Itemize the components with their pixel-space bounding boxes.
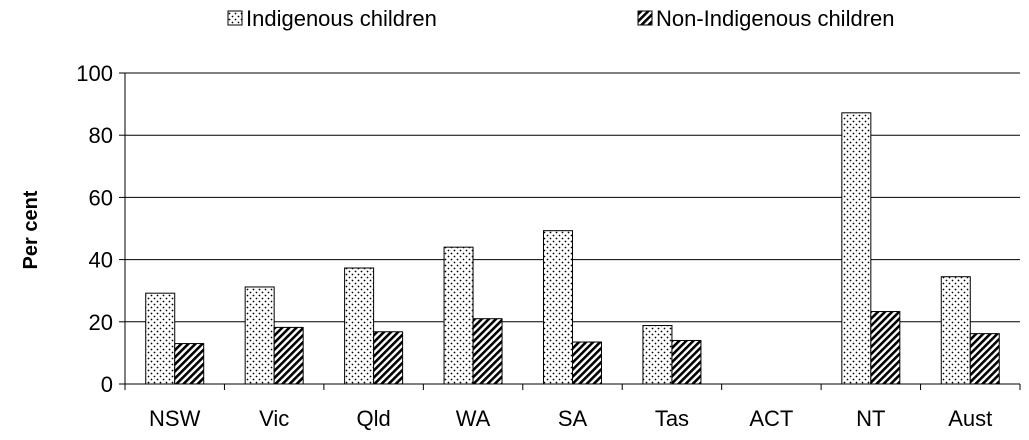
- bar-non-indigenous: [473, 319, 502, 384]
- bar-non-indigenous: [274, 327, 303, 384]
- legend-swatch-non-indigenous: [638, 11, 652, 25]
- x-tick-label: SA: [558, 406, 588, 431]
- bar-indigenous: [345, 268, 374, 384]
- x-tick-label: Qld: [356, 406, 390, 431]
- y-tick-label: 100: [76, 61, 113, 86]
- x-tick-label: NT: [856, 406, 885, 431]
- bar-non-indigenous: [970, 334, 999, 384]
- y-tick-label: 60: [89, 185, 113, 210]
- y-axis-ticks: 0 20 40 60 80 100: [76, 61, 125, 397]
- x-tick-label: Tas: [655, 406, 689, 431]
- legend-swatch-indigenous: [228, 11, 242, 25]
- y-axis-title: Per cent: [20, 190, 42, 269]
- y-tick-label: 80: [89, 123, 113, 148]
- x-axis-ticks: NSW Vic Qld WA SA Tas ACT NT Aust: [125, 384, 1020, 431]
- y-tick-label: 0: [101, 372, 113, 397]
- bar-indigenous: [643, 326, 672, 384]
- bar-indigenous: [941, 277, 970, 384]
- x-tick-label: WA: [456, 406, 491, 431]
- bar-non-indigenous: [871, 312, 900, 384]
- legend-label-indigenous: Indigenous children: [246, 6, 437, 31]
- x-tick-label: NSW: [149, 406, 201, 431]
- bar-indigenous: [544, 231, 573, 384]
- x-tick-label: Vic: [259, 406, 289, 431]
- legend-label-non-indigenous: Non-Indigenous children: [656, 6, 895, 31]
- y-tick-label: 40: [89, 248, 113, 273]
- bar-non-indigenous: [175, 344, 204, 384]
- bar-indigenous: [146, 293, 175, 384]
- legend: Indigenous children Non-Indigenous child…: [228, 6, 895, 31]
- bars: [146, 113, 1000, 384]
- bar-non-indigenous: [374, 332, 403, 384]
- bar-indigenous: [842, 113, 871, 384]
- bar-indigenous: [245, 287, 274, 384]
- bar-indigenous: [444, 247, 473, 384]
- x-tick-label: ACT: [749, 406, 793, 431]
- y-tick-label: 20: [89, 310, 113, 335]
- bar-non-indigenous: [573, 342, 602, 384]
- legend-item-indigenous: Indigenous children: [228, 6, 437, 31]
- x-tick-label: Aust: [948, 406, 992, 431]
- bar-non-indigenous: [672, 340, 701, 384]
- legend-item-non-indigenous: Non-Indigenous children: [638, 6, 895, 31]
